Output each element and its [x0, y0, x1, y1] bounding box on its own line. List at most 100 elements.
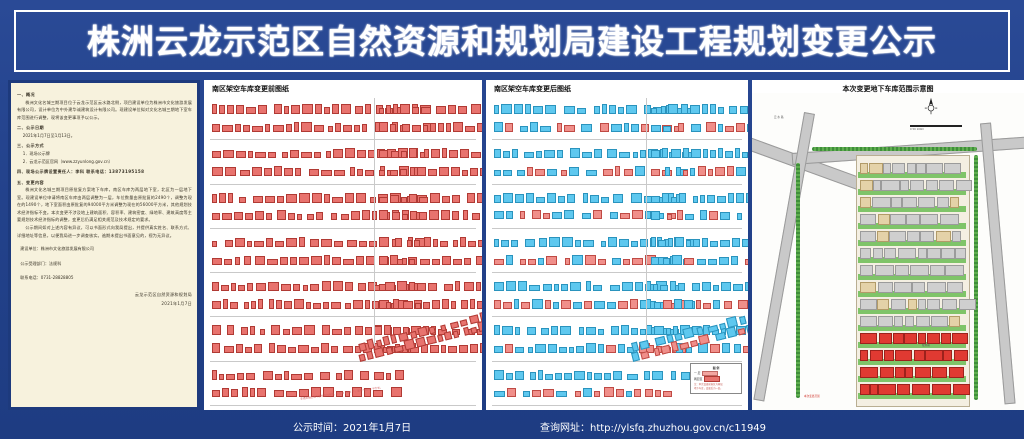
building-block	[518, 281, 527, 292]
before-drawing: 变更前南区地下室车库为两层，车位数 2490 个，面积 94000 平方米。	[204, 80, 482, 410]
building-block	[501, 104, 512, 114]
building-row	[494, 236, 694, 247]
building-block	[575, 391, 581, 398]
building-block	[297, 214, 302, 221]
building-block	[212, 300, 221, 309]
building-block	[419, 212, 428, 221]
building-row	[494, 254, 691, 265]
building-block	[433, 238, 439, 247]
building-block	[477, 300, 482, 309]
building-block	[645, 389, 653, 398]
building-block	[288, 213, 295, 221]
building-block	[379, 121, 389, 132]
building-block	[294, 298, 304, 309]
building-block	[661, 106, 667, 114]
building-block	[570, 148, 580, 159]
map-building	[860, 333, 877, 344]
map-building	[906, 214, 920, 225]
building-block	[384, 325, 391, 336]
building-block	[547, 192, 556, 203]
building-row	[374, 281, 481, 292]
building-block	[633, 152, 638, 159]
building-block	[452, 211, 460, 221]
building-block	[410, 167, 416, 176]
map-building	[900, 180, 909, 191]
building-block	[494, 170, 501, 176]
building-block	[313, 302, 321, 309]
building-block	[506, 211, 513, 220]
panels-row: 一、概况 株洲文化名城三期项目位于云龙示范区云水路北侧，项目建设单位为株洲市文化…	[8, 80, 1024, 410]
building-block	[254, 240, 264, 247]
map-building	[878, 282, 893, 293]
building-block	[651, 211, 661, 221]
building-block	[715, 331, 727, 342]
building-block	[275, 240, 284, 247]
building-block	[572, 254, 583, 265]
building-block	[618, 300, 628, 309]
building-block	[586, 170, 597, 176]
building-block	[430, 192, 441, 203]
building-block	[269, 343, 275, 354]
building-block	[344, 369, 353, 380]
building-block	[345, 192, 354, 203]
building-block	[401, 196, 408, 203]
building-block	[476, 282, 481, 292]
building-block	[276, 299, 282, 309]
building-block	[255, 211, 264, 221]
map-building	[879, 333, 892, 344]
map-building	[941, 248, 955, 259]
building-block	[430, 345, 439, 354]
building-block	[311, 255, 322, 265]
building-block	[428, 283, 437, 292]
building-block	[512, 149, 518, 159]
building-block	[569, 347, 574, 354]
notice-section-2-head: 二、公示日期	[17, 125, 44, 131]
building-block	[506, 281, 516, 292]
building-row	[212, 121, 432, 132]
map-building	[959, 299, 976, 310]
building-block	[631, 351, 641, 362]
building-block	[315, 104, 322, 114]
map-building	[860, 214, 876, 225]
map-building	[860, 163, 868, 174]
map-building	[880, 367, 894, 378]
building-block	[393, 104, 399, 114]
building-block	[227, 105, 234, 114]
building-row	[494, 343, 686, 354]
building-block	[309, 169, 319, 176]
footer-query-url[interactable]: 查询网址：http://ylsfq.zhuzhou.gov.cn/c11949	[540, 423, 767, 434]
building-block	[501, 239, 509, 247]
building-block	[478, 239, 482, 247]
building-block	[222, 213, 232, 221]
building-block	[358, 353, 367, 362]
building-block	[221, 285, 229, 292]
building-block	[314, 124, 324, 132]
map-building	[950, 197, 959, 208]
map-building	[912, 384, 930, 395]
building-block	[292, 327, 302, 336]
landscape-band	[858, 376, 966, 382]
building-row	[494, 166, 688, 176]
building-block	[336, 391, 343, 398]
building-block	[359, 240, 367, 247]
building-block	[365, 170, 374, 176]
building-block	[635, 166, 645, 176]
building-block	[598, 329, 604, 336]
building-block	[678, 283, 686, 292]
building-block	[611, 123, 622, 132]
building-block	[506, 372, 513, 380]
building-block	[222, 388, 229, 398]
building-block	[658, 239, 667, 247]
map-building	[889, 231, 906, 242]
map-building	[860, 231, 876, 242]
building-block	[619, 152, 630, 159]
building-block	[234, 212, 243, 221]
map-building	[860, 316, 877, 327]
map-building	[873, 248, 883, 259]
building-block	[284, 300, 292, 309]
lot-boundary-line	[210, 227, 476, 229]
building-block	[494, 299, 501, 309]
building-block	[385, 282, 395, 292]
building-block	[386, 105, 392, 114]
